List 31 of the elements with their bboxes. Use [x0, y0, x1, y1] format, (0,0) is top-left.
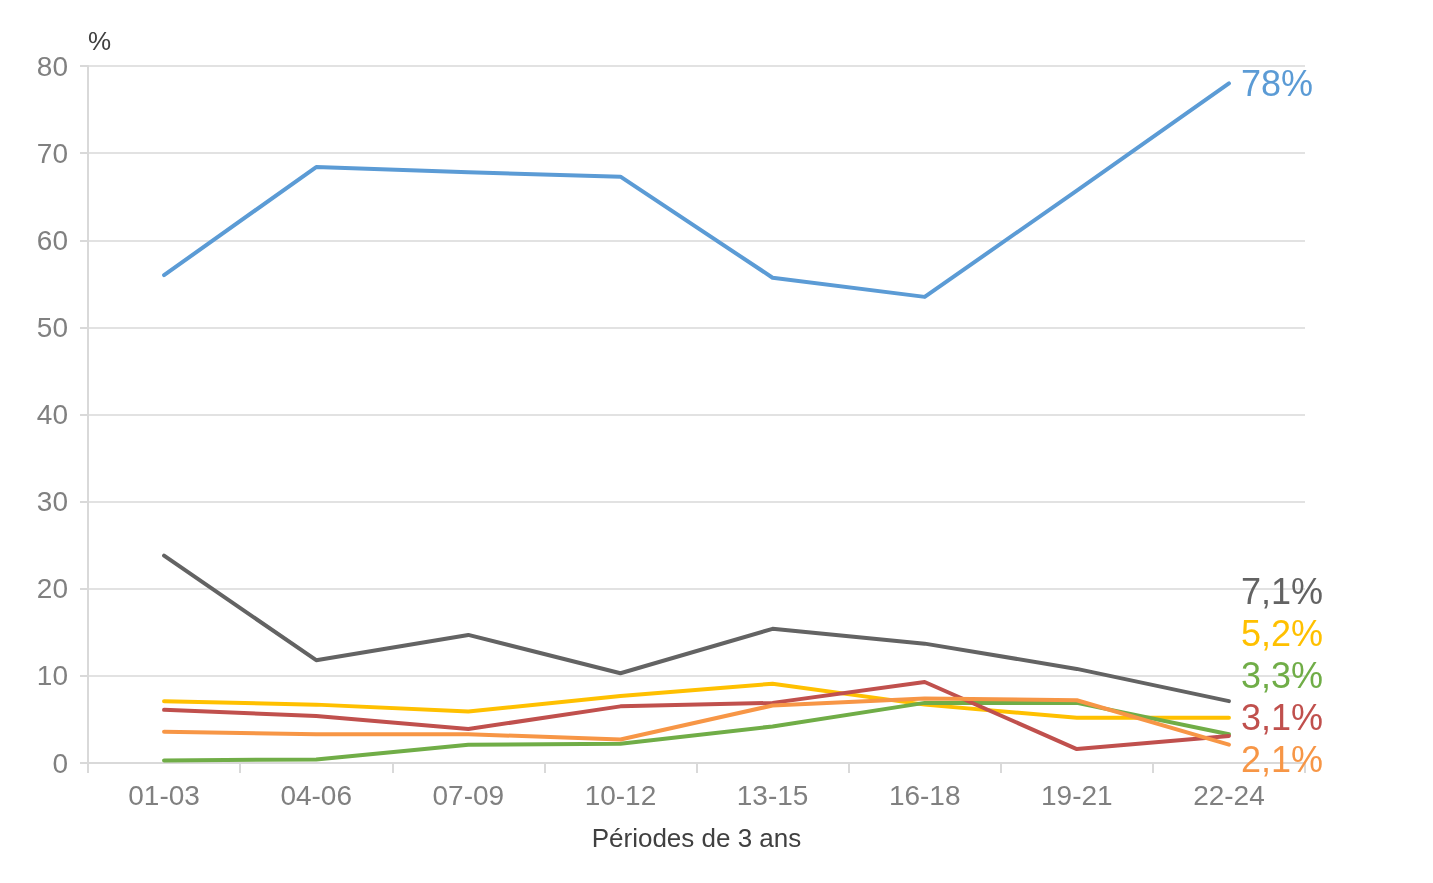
x-tick-label: 01-03 — [128, 779, 200, 811]
y-tick-label: 70 — [36, 137, 68, 169]
data-label: 7,1% — [1240, 570, 1323, 612]
data-label: 3,3% — [1240, 654, 1323, 696]
line-series — [162, 679, 1231, 752]
x-axis-title: Périodes de 3 ans — [591, 823, 802, 853]
y-tick-label: 80 — [36, 50, 68, 82]
x-tick-label: 16-18 — [888, 779, 961, 811]
data-label: 78% — [1240, 62, 1313, 104]
line-series — [162, 681, 1231, 720]
y-tick-label: 60 — [36, 224, 68, 256]
x-tick-label: 13-15 — [736, 779, 809, 811]
line-series — [162, 553, 1231, 704]
data-label: 3,1% — [1240, 696, 1323, 738]
y-tick-label: 20 — [36, 573, 68, 605]
x-tick-label: 19-21 — [1041, 779, 1113, 811]
y-tick-label: 40 — [36, 399, 68, 430]
y-tick-label: 50 — [36, 311, 68, 343]
x-tick-label: 04-06 — [280, 779, 352, 811]
x-tick-label: 10-12 — [584, 779, 657, 811]
y-tick-label: 30 — [36, 486, 68, 518]
y-tick-label: 0 — [52, 747, 68, 779]
line-series — [162, 700, 1231, 763]
x-tick-label: 07-09 — [432, 779, 505, 811]
y-axis-title: % — [88, 26, 112, 56]
y-tick-label: 10 — [36, 660, 68, 692]
data-label: 2,1% — [1240, 738, 1323, 780]
data-label: 5,2% — [1240, 612, 1323, 654]
x-tick-label: 22-24 — [1193, 779, 1265, 811]
line-series — [162, 696, 1231, 747]
line-series — [162, 81, 1231, 299]
